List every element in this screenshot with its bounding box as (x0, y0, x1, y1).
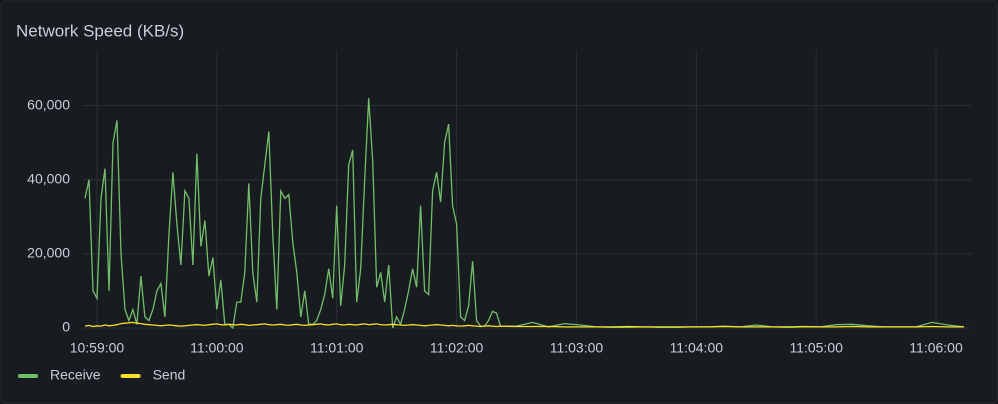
x-tick-label: 10:59:00 (70, 340, 125, 356)
x-tick-label: 11:01:00 (310, 340, 364, 356)
x-tick-label: 11:04:00 (670, 340, 724, 356)
y-tick-label: 60,000 (27, 96, 70, 112)
x-tick-label: 11:00:00 (190, 340, 244, 356)
legend-label: Send (153, 367, 186, 383)
series-line (84, 321, 964, 328)
chart-title: Network Speed (KB/s) (16, 21, 184, 40)
x-tick-label: 11:03:00 (550, 340, 604, 356)
y-tick-label: 20,000 (27, 245, 70, 261)
x-tick-label: 11:05:00 (789, 340, 843, 356)
y-tick-label: 40,000 (27, 170, 70, 186)
legend-label: Receive (50, 367, 101, 383)
x-tick-label: 11:06:00 (909, 340, 963, 356)
x-tick-label: 11:02:00 (430, 340, 484, 356)
y-tick-label: 0 (62, 319, 70, 335)
